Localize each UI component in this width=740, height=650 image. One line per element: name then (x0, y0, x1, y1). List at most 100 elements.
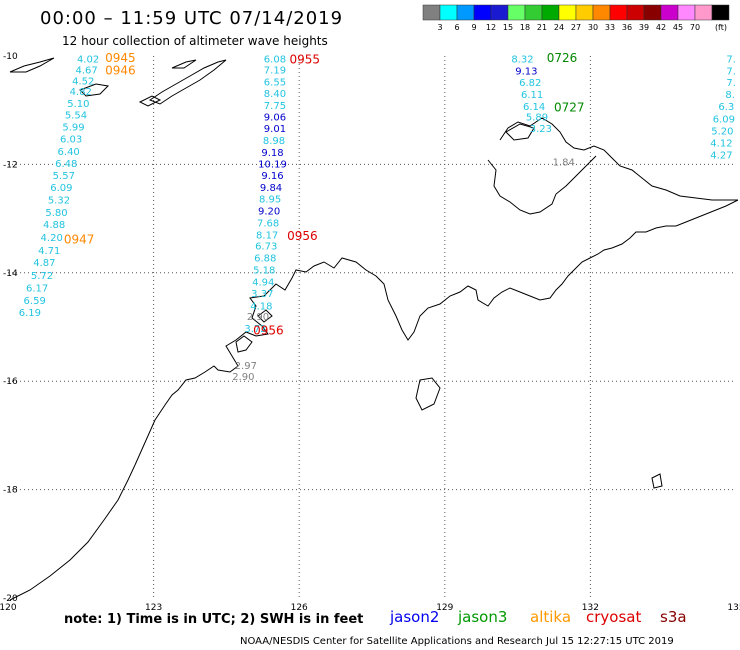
lon-tick-label: 135 (727, 603, 740, 613)
wave-height-label: 5.54 (65, 111, 87, 122)
wave-height-label: 2.90 (247, 312, 269, 323)
island-groote (651, 473, 663, 489)
colorbar-swatch (422, 4, 441, 21)
colorbar-swatch (626, 4, 645, 21)
colorbar-tick: 6 (454, 23, 459, 32)
wave-height-label: 2.90 (232, 372, 254, 383)
colorbar-tick: 33 (605, 23, 615, 32)
colorbar-swatch (609, 4, 628, 21)
lon-tick-label: 132 (582, 603, 599, 613)
chart-title: 00:00 – 11:59 UTC 07/14/2019 (40, 8, 344, 29)
wave-height-label: 6.19 (19, 308, 41, 319)
wave-height-label: 3.72 (244, 324, 266, 335)
wave-height-label: 3.23 (530, 124, 552, 135)
colorbar-swatch (660, 4, 679, 21)
colorbar: 3 6 9 12 15 18 21 24 27 30 33 36 39 42 45 70 (ft) (422, 4, 730, 32)
mission-s3a: s3a (660, 608, 687, 626)
wave-height-label: 10.19 (258, 159, 287, 170)
lat-tick-label: -18 (3, 486, 18, 496)
island-bonaparte (415, 377, 441, 411)
footer-credit: NOAA/NESDIS Center for Satellite Applica… (240, 636, 674, 647)
wave-height-label: 6.40 (58, 147, 80, 158)
wave-height-label: 5.57 (53, 171, 75, 182)
wave-height-label: 5.99 (62, 122, 84, 133)
wave-height-label: 1.84 (553, 158, 575, 169)
colorbar-tick: 3 (437, 23, 442, 32)
coastline-top-end (499, 117, 738, 201)
colorbar-unit: (ft) (715, 23, 727, 32)
colorbar-tick: 36 (622, 23, 632, 32)
colorbar-tick: 42 (656, 23, 666, 32)
colorbar-swatch (643, 4, 662, 21)
island-melville (505, 123, 535, 141)
wave-height-label: 4.94 (252, 277, 274, 288)
pass-time-label: 0946 (105, 64, 136, 78)
wave-height-label: 7.75 (264, 101, 286, 112)
wave-height-label: 6.03 (60, 134, 82, 145)
colorbar-swatch (694, 4, 713, 21)
wave-height-label: 5.72 (31, 271, 53, 282)
lat-tick-label: -16 (3, 377, 18, 387)
colorbar-swatch (711, 4, 730, 21)
wave-height-label: 6.73 (255, 242, 277, 253)
colorbar-swatch (558, 4, 577, 21)
wave-height-label: 8.40 (264, 89, 286, 100)
wave-height-label: 7. (726, 78, 736, 89)
wave-height-label: 9.13 (515, 67, 537, 78)
pass-time-label: 0956 (287, 229, 318, 243)
coastline-darwin (487, 155, 597, 215)
colorbar-tick: 9 (471, 23, 476, 32)
wave-height-label: 6.11 (521, 90, 543, 101)
wave-height-label: 9.01 (264, 124, 286, 135)
mission-jason2: jason2 (390, 608, 440, 626)
wave-height-label: 4.87 (33, 258, 55, 269)
pass-time-label: 0956 (253, 324, 284, 338)
colorbar-swatch (439, 4, 458, 21)
lat-tick-label: -20 (3, 594, 18, 604)
wave-height-label: 9.18 (261, 148, 283, 159)
colorbar-swatch (524, 4, 543, 21)
colorbar-tick: 18 (520, 23, 530, 32)
wave-height-label: 7.19 (264, 66, 286, 77)
footer-note: note: 1) Time is in UTC; 2) SWH is in fe… (64, 612, 364, 627)
wave-height-label: 5.89 (526, 113, 548, 124)
colorbar-tick: 21 (537, 23, 547, 32)
wave-height-label: 4.71 (38, 246, 60, 257)
wave-height-label: 4.20 (41, 233, 63, 244)
coastline (9, 57, 739, 601)
wave-height-label: 6.3 (718, 102, 734, 113)
wave-height-label: 8.17 (256, 230, 278, 241)
wave-height-label: 4.82 (70, 87, 92, 98)
colorbar-swatch (575, 4, 594, 21)
pass-time-label: 0945 (105, 51, 136, 65)
colorbar-swatch (507, 4, 526, 21)
colorbar-swatch (677, 4, 696, 21)
colorbar-swatch (456, 4, 475, 21)
wave-height-label: 4.12 (710, 139, 732, 150)
wave-height-label: 7. (726, 55, 736, 66)
mission-altika: altika (530, 608, 572, 626)
lon-tick-label: 126 (291, 603, 308, 613)
island-flores (9, 57, 55, 73)
colorbar-swatch (541, 4, 560, 21)
wave-height-label: 7.68 (257, 218, 279, 229)
pass-time-label: 0727 (554, 100, 585, 114)
wave-height-label: 6.88 (254, 254, 276, 265)
wave-height-points: 4.024.674.524.825.105.545.996.03 6.406.48… (19, 55, 736, 383)
colorbar-tick: 15 (503, 23, 513, 32)
island-kimberley-b (257, 309, 273, 323)
island-kimberley-a (235, 335, 253, 353)
wave-height-label: 6.55 (264, 77, 286, 88)
lat-tick-label: -12 (3, 160, 18, 170)
colorbar-tick: 12 (486, 23, 496, 32)
lon-tick-label: 120 (0, 603, 17, 613)
wave-height-label: 7. (726, 67, 736, 78)
wave-height-label: 4.88 (43, 220, 65, 231)
wave-height-label: 4.27 (710, 151, 732, 162)
lat-tick-label: -14 (3, 269, 18, 279)
wave-height-label: 9.84 (260, 183, 282, 194)
wave-height-label: 9.20 (258, 206, 280, 217)
wave-height-label: 9.16 (261, 171, 283, 182)
lon-tick-label: 123 (145, 603, 162, 613)
island-rote (138, 95, 162, 107)
